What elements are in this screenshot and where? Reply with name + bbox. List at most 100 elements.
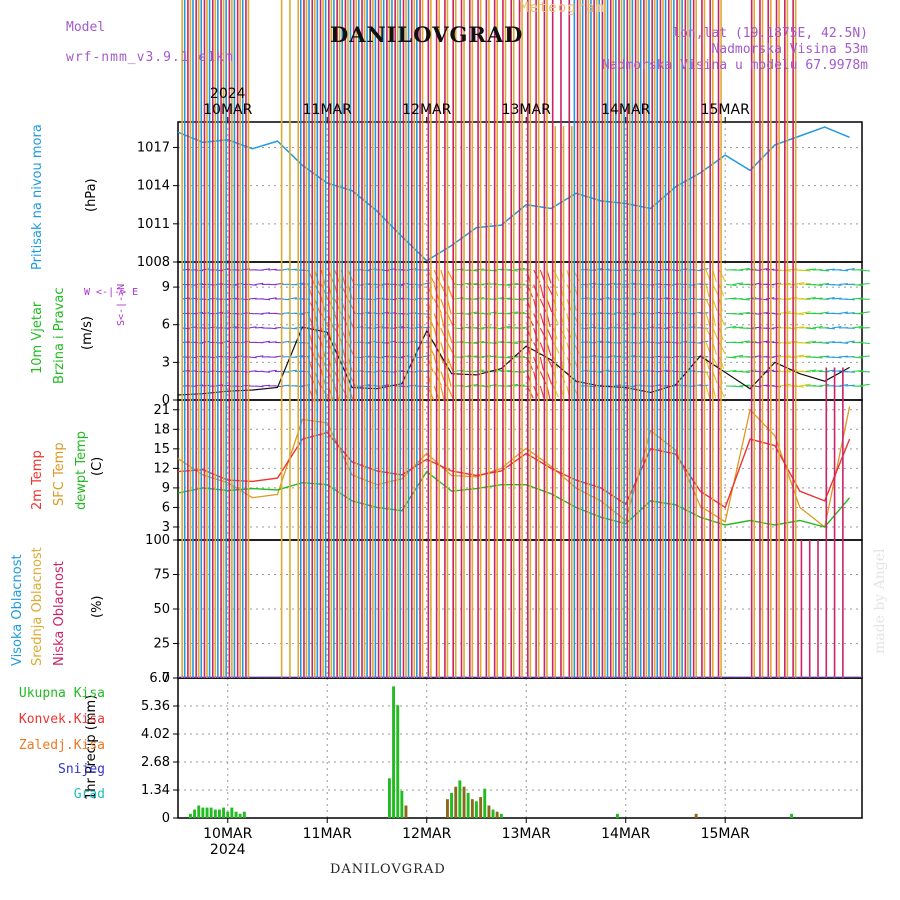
date-label-top: 12MAR: [402, 102, 451, 118]
wind-arrow: [381, 311, 390, 315]
precip-bar: [213, 809, 217, 818]
model-label: Model: [66, 20, 106, 35]
wind-arrow: [666, 356, 675, 359]
precip-bar: [392, 686, 395, 818]
precip-bar: [238, 813, 242, 818]
wind-arrow: [818, 269, 830, 272]
wind-label-2: Brzina i Pravac: [52, 287, 67, 384]
y-tick-label: 1011: [137, 217, 170, 232]
y-tick-label: 6: [162, 318, 170, 333]
precip-bar: [790, 813, 793, 818]
wind-arrow: [646, 297, 656, 300]
wind-arrow: [666, 326, 675, 329]
legend-ukupna: Ukupna Kisa: [18, 686, 105, 701]
precip-bar: [400, 790, 404, 818]
wind-arrow: [248, 326, 257, 329]
wind-arrow: [825, 297, 835, 300]
wind-arrow: [553, 342, 560, 354]
y-tick-label: 6.7: [149, 671, 170, 686]
wind-arrow: [798, 341, 811, 345]
wind-arrow: [798, 383, 811, 387]
precip-bar: [616, 813, 619, 818]
wind-arrow: [553, 269, 560, 282]
wind-arrow: [446, 356, 454, 372]
y-tick-label: 1014: [137, 179, 170, 194]
wind-arrow: [805, 296, 816, 300]
precip-bar: [218, 809, 221, 818]
wind-arrow: [845, 384, 855, 387]
y-tick-label: 4.02: [141, 727, 170, 742]
wind-arrow: [473, 296, 485, 300]
precip-bar: [201, 807, 205, 818]
wind-arrow: [718, 385, 725, 398]
wind-arrow: [666, 283, 675, 286]
y-tick-label: 15: [153, 442, 170, 457]
precip-bar: [230, 807, 234, 818]
wind-arrow: [281, 312, 291, 315]
wind-arrow: [805, 268, 816, 271]
wind-arrow: [718, 342, 726, 354]
wind-arrow: [725, 370, 737, 373]
precip-bar: [450, 792, 453, 818]
wind-arrow: [858, 269, 870, 272]
wind-arrow: [725, 297, 737, 300]
date-label-top: 11MAR: [303, 102, 352, 118]
cloud-label-3: Niska Oblacnost: [52, 561, 67, 666]
credit-label: made by Angel: [872, 548, 888, 655]
model-elevation-label: Nadmorska Visina u modelu 67.9978m: [601, 58, 868, 73]
location-title: DANILOVGRAD: [330, 22, 524, 47]
precip-bar: [491, 809, 495, 818]
wind-arrow: [725, 325, 737, 329]
y-tick-label: 0: [162, 811, 170, 826]
wind-arrow: [805, 341, 816, 344]
wind-arrow: [473, 341, 485, 344]
precip-bar: [458, 780, 462, 818]
wind-arrow: [539, 284, 545, 299]
wind-arrow: [845, 370, 855, 373]
wind-arrow: [507, 311, 519, 315]
wind-arrow: [646, 356, 656, 359]
wind-arrow: [818, 383, 830, 387]
precip-bar: [479, 797, 483, 818]
wind-arrow: [792, 385, 805, 388]
wind-arrow: [679, 298, 689, 301]
wind-arrow: [792, 354, 805, 358]
precip-bar: [388, 778, 391, 818]
wind-arrow: [294, 385, 304, 388]
precip-bar: [470, 799, 474, 818]
wind-arrow: [215, 341, 224, 344]
wind-arrow: [473, 369, 485, 373]
date-label-bottom: 15MAR: [701, 826, 750, 842]
wind-arrow: [705, 356, 710, 370]
wind-arrow: [201, 268, 210, 271]
wind-arrow: [851, 325, 864, 329]
wind-arrow: [845, 312, 855, 315]
wind-arrow: [235, 355, 244, 358]
wind-arrow: [507, 269, 519, 272]
cloud-label-1: Visoka Oblacnost: [10, 554, 25, 666]
wind-arrow: [215, 355, 224, 358]
temp-unit: (C): [90, 456, 105, 476]
wind-arrow: [679, 340, 689, 344]
precip-bar: [396, 705, 400, 818]
y-tick-label: 21: [153, 403, 170, 418]
wind-arrow: [261, 340, 270, 344]
wind-arrow: [539, 327, 548, 341]
date-label-bottom: 14MAR: [601, 826, 650, 842]
y-tick-label: 1017: [137, 140, 170, 155]
wind-arrow: [838, 269, 849, 272]
wind-arrow: [832, 297, 842, 300]
wind-arrow: [539, 356, 545, 371]
wind-arrow: [679, 312, 689, 315]
wind-arrow: [666, 370, 675, 373]
wind-arrow: [792, 282, 805, 286]
wind-arrow: [732, 312, 744, 315]
wind-arrow: [507, 355, 519, 358]
wind-arrow: [255, 282, 264, 286]
year-label-bottom: 2024: [210, 842, 246, 858]
wind-arrow: [725, 283, 737, 286]
lonlat-label: lon,lat (19.1875E, 42.5N): [672, 26, 868, 41]
precip-bar: [209, 807, 213, 818]
wind-arrow: [812, 356, 823, 359]
wind-arrow: [705, 313, 711, 326]
